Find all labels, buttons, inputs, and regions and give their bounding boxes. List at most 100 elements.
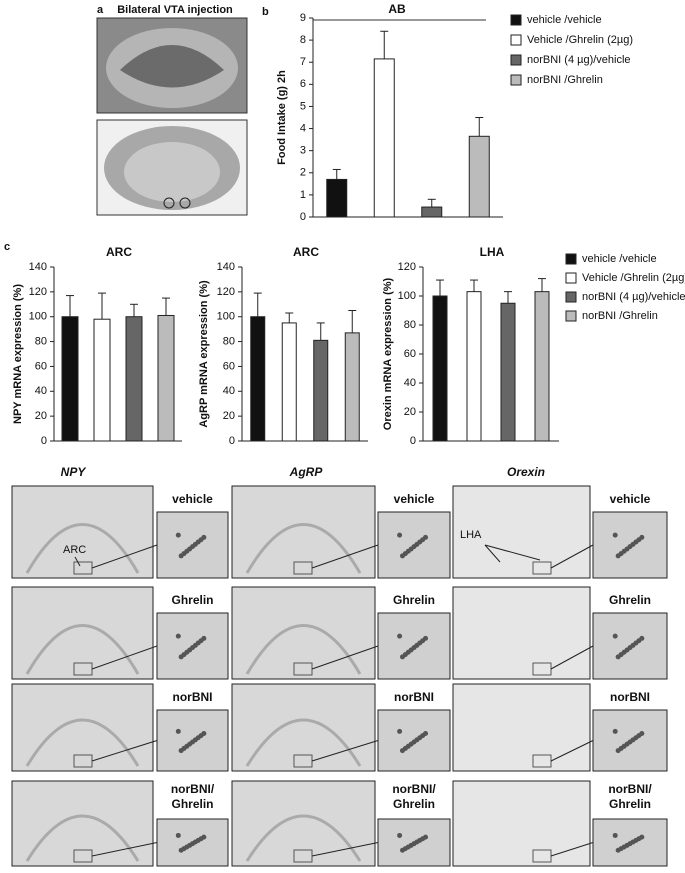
y-tick-label: 80 (223, 335, 235, 347)
row-label: Ghrelin (171, 797, 213, 811)
legend-label: norBNI (4 µg)/vehicle (582, 291, 685, 303)
stain-dot (630, 839, 636, 845)
y-tick-label: 0 (300, 211, 306, 223)
y-tick-label: 40 (404, 377, 416, 389)
section (452, 586, 591, 680)
histology-image (452, 485, 668, 579)
column-header: Orexin (507, 465, 545, 479)
legend-swatch (565, 291, 577, 303)
stain-dot (621, 844, 627, 850)
stain-dot (621, 743, 627, 749)
stain-dot (175, 633, 181, 639)
connector (91, 645, 158, 670)
stain-dot (414, 541, 420, 547)
bar (373, 58, 395, 218)
brain-image (96, 17, 248, 216)
chart-title: ARC (106, 245, 132, 259)
section (452, 485, 591, 579)
legend-swatch (565, 310, 577, 322)
annotation: LHA (460, 529, 482, 541)
stain-dot (612, 633, 618, 639)
stain-dot (405, 844, 411, 850)
section (231, 683, 376, 772)
stain-dot (397, 633, 403, 639)
y-tick-label: 120 (398, 261, 416, 273)
stain-dot (397, 832, 403, 838)
stain-dot (414, 839, 420, 845)
y-tick-label: 20 (35, 410, 47, 422)
histology-image (231, 780, 451, 867)
stain-dot (423, 635, 429, 641)
stain-dot (423, 534, 429, 540)
stain-dot (423, 730, 429, 736)
bar (313, 339, 329, 442)
legend-swatch (565, 272, 577, 284)
stain-dot (397, 532, 403, 538)
histology-image (11, 485, 229, 579)
bar (281, 322, 297, 442)
y-tick-label: 80 (404, 319, 416, 331)
stain-dot (192, 839, 198, 845)
stain-dot (630, 737, 636, 743)
y-tick-label: 40 (223, 385, 235, 397)
y-axis-label: Food Intake (g) 2h (276, 70, 288, 165)
column-header: NPY (61, 465, 87, 479)
stain-dot (639, 534, 645, 540)
connector (311, 645, 379, 670)
section-outline (245, 718, 362, 767)
panel-label: a (97, 4, 104, 16)
chart-title: AB (388, 2, 406, 16)
connector (311, 842, 379, 857)
connector (91, 842, 158, 857)
histology-image (452, 586, 668, 680)
legend-swatch (510, 34, 522, 46)
stain-dot (201, 534, 207, 540)
panel-a-title: Bilateral VTA injection (117, 4, 233, 16)
section (452, 780, 591, 867)
y-tick-label: 60 (404, 348, 416, 360)
bar (61, 316, 79, 442)
stain-dot (639, 635, 645, 641)
stain-dot (184, 844, 190, 850)
histology-image (231, 586, 451, 680)
y-tick-label: 40 (35, 385, 47, 397)
section-outline (245, 523, 362, 574)
histology-image (11, 683, 229, 772)
column-header: AgRP (289, 465, 324, 479)
stain-dot (192, 737, 198, 743)
y-tick-label: 5 (300, 100, 306, 112)
y-tick-label: 0 (41, 435, 47, 447)
y-tick-label: 3 (300, 145, 306, 157)
legend-label: norBNI /Ghrelin (527, 74, 603, 86)
histology-image (452, 683, 668, 772)
row-label: norBNI/ (392, 782, 436, 796)
legend-label: vehicle /vehicle (527, 14, 602, 26)
legend-label: norBNI /Ghrelin (582, 310, 658, 322)
stain-dot (397, 728, 403, 734)
stain-dot (175, 532, 181, 538)
y-tick-label: 120 (217, 286, 235, 298)
legend-swatch (510, 14, 522, 26)
y-tick-label: 100 (217, 311, 235, 323)
y-tick-label: 1 (300, 189, 306, 201)
stain-dot (414, 737, 420, 743)
stain-dot (184, 743, 190, 749)
annotation-pointer (74, 556, 81, 567)
legend-label: norBNI (4 µg)/vehicle (527, 54, 631, 66)
connector (311, 740, 379, 762)
y-tick-label: 20 (404, 406, 416, 418)
connector (311, 544, 379, 569)
bar (468, 135, 490, 218)
annotation-pointer (484, 544, 541, 561)
stain-dot (621, 548, 627, 554)
section-outline (25, 718, 140, 767)
y-tick-label: 100 (29, 311, 47, 323)
stain-dot (639, 834, 645, 840)
section (11, 485, 154, 579)
row-label: Ghrelin (393, 593, 435, 607)
legend-label: vehicle /vehicle (582, 253, 657, 265)
y-axis-label: AgRP mRNA expression (%) (198, 280, 210, 428)
connector (550, 645, 594, 670)
row-label: Ghrelin (609, 797, 651, 811)
stain-dot (405, 743, 411, 749)
